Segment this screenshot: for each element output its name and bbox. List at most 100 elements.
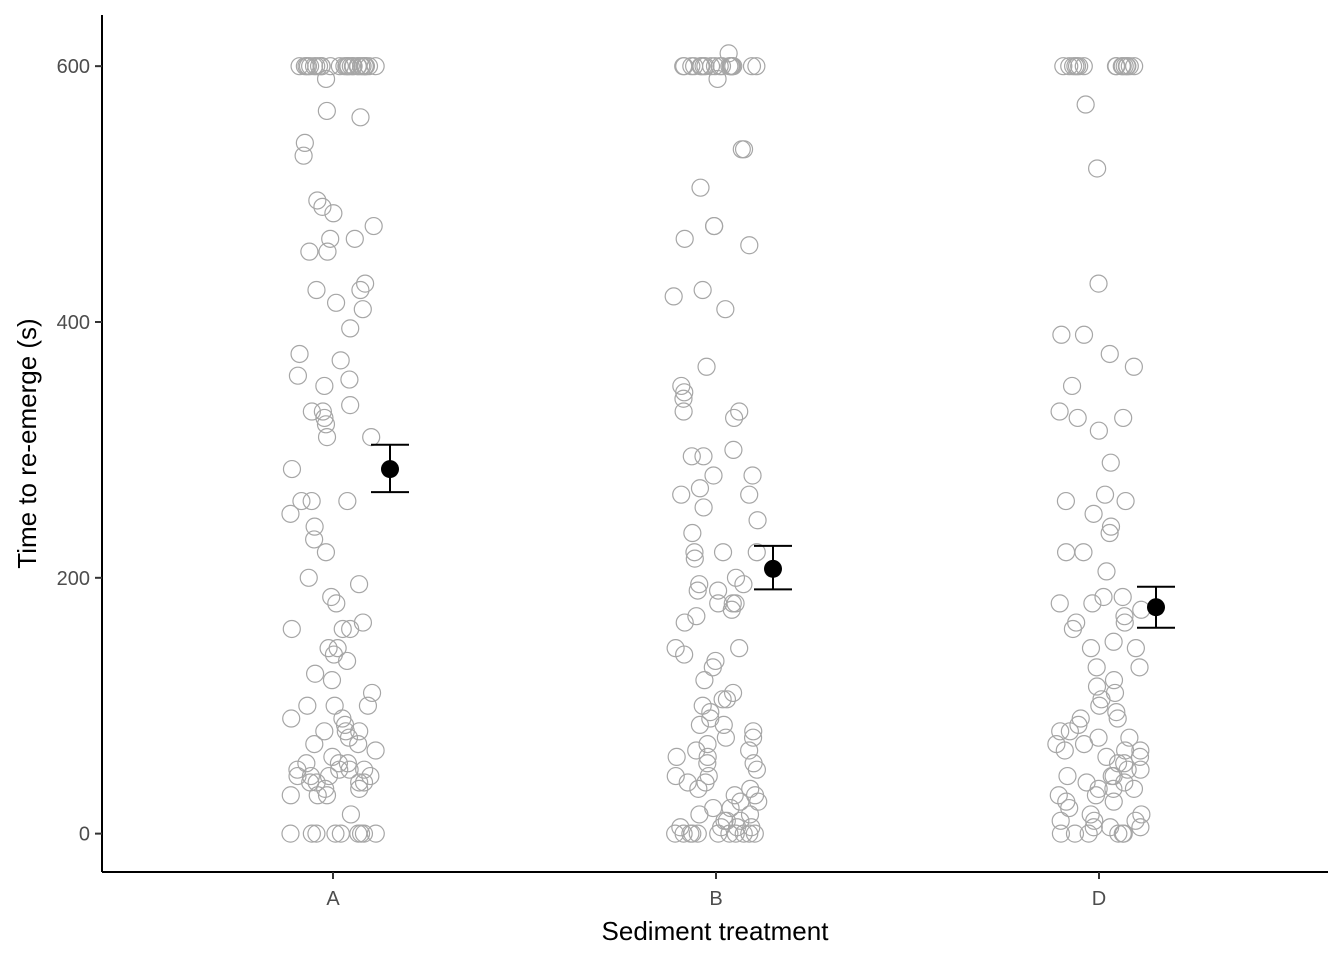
data-point: [1130, 658, 1149, 677]
data-point: [337, 651, 357, 671]
data-point: [744, 722, 763, 741]
data-point: [694, 447, 713, 466]
data-point: [732, 140, 751, 159]
data-point: [307, 280, 326, 300]
data-point: [666, 766, 685, 786]
data-point: [740, 805, 760, 824]
data-point: [740, 485, 759, 504]
data-point: [315, 408, 334, 428]
data-point: [1104, 632, 1123, 651]
data-point: [698, 747, 717, 766]
data-point: [1100, 523, 1119, 543]
data-point: [282, 619, 301, 639]
data-point: [1094, 587, 1113, 607]
y-tick-label: 200: [57, 568, 90, 590]
data-point: [1101, 453, 1120, 472]
data-point: [307, 824, 326, 843]
data-point: [717, 690, 737, 709]
data-point: [1068, 408, 1087, 428]
data-point: [1051, 824, 1071, 843]
data-point: [304, 57, 324, 76]
x-tick-label: A: [326, 888, 340, 910]
data-point: [305, 530, 324, 549]
data-point: [313, 402, 332, 421]
data-point: [1131, 741, 1150, 760]
data-point: [1104, 792, 1123, 811]
data-point: [333, 619, 352, 639]
data-point: [317, 101, 336, 121]
data-point: [326, 293, 346, 312]
data-point: [321, 229, 340, 248]
data-point: [341, 396, 360, 415]
data-point: [281, 504, 300, 523]
data-point: [288, 766, 307, 786]
data-point: [305, 734, 324, 754]
data-point: [690, 479, 710, 498]
data-point: [325, 696, 344, 715]
data-point: [281, 824, 300, 843]
data-point: [717, 811, 736, 830]
data-point: [674, 389, 693, 408]
data-point: [1117, 57, 1136, 76]
data-point: [308, 191, 327, 210]
data-point: [1113, 824, 1132, 843]
data-point: [349, 734, 368, 754]
data-point: [687, 741, 706, 760]
data-point: [1081, 639, 1101, 658]
data-point: [290, 344, 309, 364]
data-point: [1055, 741, 1074, 760]
data-point: [1067, 613, 1086, 632]
data-point: [723, 594, 742, 613]
data-point: [708, 69, 727, 89]
data-point: [695, 671, 714, 690]
data-point: [341, 805, 361, 824]
data-point: [716, 728, 735, 747]
data-point: [1107, 703, 1126, 722]
data-point: [308, 786, 327, 805]
data-point: [703, 658, 722, 677]
data-point: [1124, 779, 1144, 798]
data-point: [1051, 722, 1070, 741]
data-point: [1126, 639, 1145, 658]
data-point: [353, 613, 373, 632]
data-point: [316, 415, 336, 434]
data-point: [302, 402, 321, 421]
data-point: [698, 754, 717, 773]
data-point: [690, 715, 710, 735]
data-point: [350, 773, 369, 792]
data-point: [723, 683, 743, 703]
x-tick-label: B: [709, 888, 722, 910]
data-point: [730, 639, 749, 658]
data-point: [1105, 683, 1125, 703]
data-point: [1085, 811, 1104, 830]
data-point: [366, 824, 385, 843]
data-point: [316, 779, 335, 798]
data-point: [740, 236, 759, 255]
data-point: [364, 216, 383, 236]
mean-point: [381, 460, 399, 479]
data-point: [1056, 491, 1076, 511]
data-point: [1115, 607, 1134, 626]
data-point: [1079, 824, 1098, 843]
data-point: [1087, 658, 1106, 677]
data-point: [1108, 709, 1127, 728]
data-point: [358, 696, 378, 715]
data-point: [1097, 747, 1116, 766]
data-point: [688, 824, 707, 843]
data-point: [1065, 824, 1085, 843]
data-point: [295, 133, 314, 153]
data-point: [1131, 760, 1150, 779]
data-point: [317, 786, 337, 805]
data-point: [281, 786, 300, 805]
data-point: [1067, 57, 1087, 76]
data-point: [329, 754, 349, 773]
data-point: [1107, 57, 1126, 76]
data-point: [690, 575, 709, 594]
data-point: [1081, 805, 1100, 824]
data-point: [748, 511, 767, 530]
data-point: [675, 645, 694, 664]
data-point: [1089, 274, 1108, 293]
data-point: [331, 824, 350, 843]
data-point: [693, 280, 712, 300]
mean-point: [764, 559, 782, 578]
